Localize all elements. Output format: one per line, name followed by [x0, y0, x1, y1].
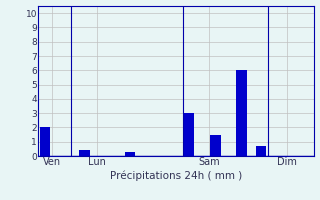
Bar	[79, 150, 90, 156]
Bar	[256, 146, 267, 156]
Bar	[184, 113, 194, 156]
X-axis label: Précipitations 24h ( mm ): Précipitations 24h ( mm )	[110, 170, 242, 181]
Bar	[125, 152, 135, 156]
Bar	[210, 135, 220, 156]
Bar	[236, 70, 247, 156]
Bar	[40, 127, 50, 156]
